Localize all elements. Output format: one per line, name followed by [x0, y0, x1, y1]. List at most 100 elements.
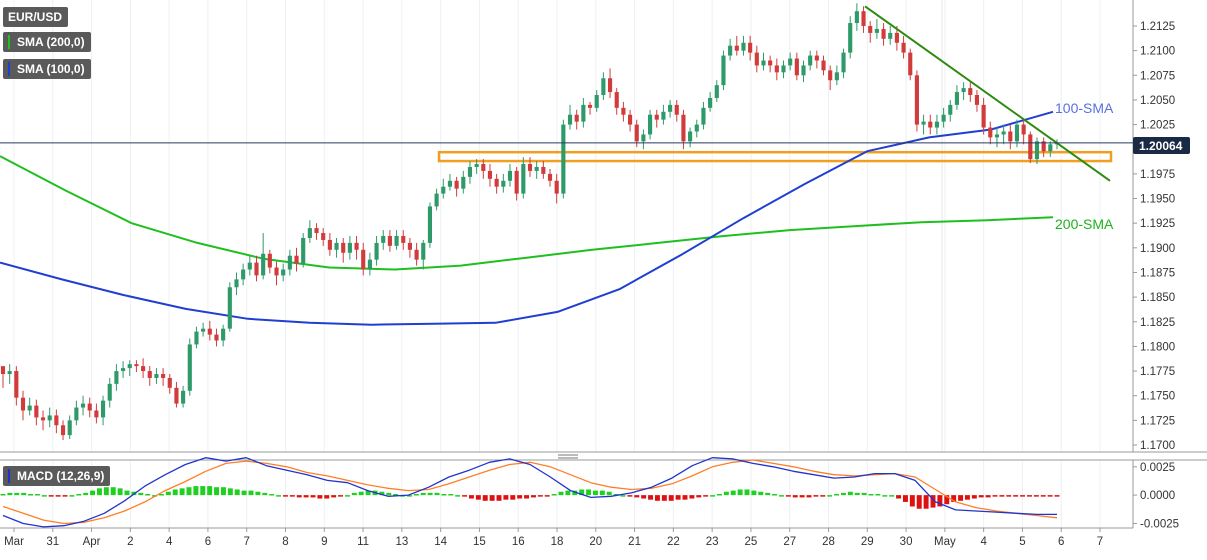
- candle-body: [761, 60, 766, 66]
- macd-histogram-bar: [420, 492, 426, 496]
- candle-body: [1014, 124, 1020, 142]
- macd-histogram-bar: [158, 494, 164, 496]
- candle-body: [601, 78, 606, 96]
- price-tick-label: 1.2075: [1140, 70, 1175, 82]
- candle-body: [834, 72, 839, 81]
- macd-histogram-bar: [124, 490, 130, 496]
- price-tick-label: 1.1875: [1140, 267, 1175, 279]
- price-y-axis: 1.21251.21001.20751.20501.20251.20001.19…: [1133, 21, 1175, 452]
- macd-histogram-bar: [1013, 495, 1019, 497]
- macd-histogram-bar: [785, 495, 791, 497]
- macd-histogram-bar: [462, 495, 468, 497]
- macd-histogram-bar: [1054, 495, 1060, 497]
- macd-histogram-bar: [641, 495, 647, 499]
- price-tick-label: 1.1800: [1140, 341, 1175, 353]
- time-tick-label: 4: [980, 536, 987, 548]
- candle-body: [361, 249, 366, 270]
- candle-body: [201, 328, 206, 332]
- candle-body: [154, 374, 159, 378]
- macd-y-axis: 0.0025 0.0000 -0.0025: [1133, 462, 1179, 530]
- candle-body: [100, 400, 106, 418]
- time-tick-label: 21: [628, 536, 641, 548]
- macd-histogram-bar: [772, 494, 778, 496]
- macd-histogram-bar: [1020, 495, 1026, 497]
- candle-body: [261, 253, 266, 276]
- macd-histogram-bar: [69, 495, 75, 497]
- macd-histogram-bar: [448, 494, 454, 496]
- macd-histogram-bar: [820, 495, 826, 497]
- macd-histogram-bar: [875, 494, 881, 496]
- pane-resize-handle[interactable]: [558, 454, 578, 459]
- candle-body: [181, 390, 186, 404]
- macd-histogram-bar: [427, 492, 433, 496]
- macd-histogram-bar: [696, 495, 702, 498]
- candle-body: [47, 415, 52, 421]
- candle-body: [914, 75, 919, 125]
- macd-histogram-bar: [338, 495, 344, 497]
- candle-body: [307, 228, 312, 238]
- candle-body: [387, 235, 392, 246]
- candle-body: [594, 95, 599, 108]
- candle-body: [34, 405, 39, 418]
- macd-histogram-bar: [110, 487, 116, 496]
- macd-histogram-bar: [834, 494, 840, 496]
- macd-histogram-bar: [1047, 495, 1053, 497]
- candle-body: [521, 164, 526, 194]
- macd-histogram-bar: [289, 495, 295, 497]
- macd-histogram-bar: [586, 489, 592, 496]
- macd-histogram-bar: [524, 495, 530, 499]
- candle-body: [1034, 141, 1040, 160]
- candle-body: [861, 11, 866, 26]
- macd-histogram-bar: [923, 495, 929, 509]
- macd-histogram-bar: [537, 495, 543, 497]
- candle-body: [394, 235, 399, 246]
- candle-body: [60, 425, 66, 436]
- candle-body: [367, 259, 372, 270]
- candle-body: [654, 114, 659, 120]
- macd-histogram-bar: [62, 495, 68, 497]
- macd-histogram-bar: [730, 490, 736, 496]
- macd-histogram-bar: [806, 495, 812, 498]
- macd-histogram-bar: [441, 494, 447, 496]
- macd-histogram-bar: [406, 495, 412, 497]
- macd-histogram-bar: [48, 495, 54, 497]
- support-zone: [437, 150, 1113, 163]
- candle-body: [507, 170, 513, 181]
- macd-histogram-bar: [138, 492, 144, 496]
- macd-histogram-bar: [241, 490, 247, 496]
- candle-body: [407, 242, 412, 250]
- candle-body: [287, 255, 292, 270]
- time-tick-label: 27: [783, 536, 796, 548]
- macd-histogram-bar: [324, 495, 330, 499]
- candle-body: [134, 364, 139, 367]
- macd-histogram-bar: [96, 488, 102, 496]
- candle-body: [567, 114, 573, 125]
- price-tick-label: 1.1725: [1140, 415, 1175, 427]
- macd-legend[interactable]: MACD (12,26,9): [3, 466, 111, 486]
- macd-histogram-bar: [723, 491, 729, 496]
- candle-body: [247, 262, 252, 270]
- symbol-label[interactable]: EUR/USD: [3, 7, 69, 27]
- macd-histogram-bar: [220, 487, 226, 496]
- candle-body: [1048, 144, 1053, 152]
- candle-body: [487, 170, 493, 179]
- candle-body: [501, 180, 506, 187]
- macd-histogram-bar: [489, 495, 495, 501]
- macd-histogram-bar: [613, 494, 619, 496]
- time-tick-label: 13: [395, 536, 408, 548]
- sma200-legend[interactable]: SMA (200,0): [3, 32, 91, 52]
- macd-histogram-bar: [620, 495, 626, 497]
- price-tick-label: 1.1900: [1140, 243, 1175, 255]
- candle-body: [941, 114, 946, 122]
- price-tick-label: 1.2100: [1140, 46, 1175, 58]
- candle-body: [434, 193, 439, 207]
- candle-body: [267, 253, 272, 268]
- candle-body: [254, 262, 259, 276]
- macd-histogram-bar: [496, 495, 502, 501]
- sma100-legend[interactable]: SMA (100,0): [3, 59, 91, 79]
- candle-body: [467, 166, 473, 177]
- candle-body: [721, 55, 726, 86]
- time-tick-label: 16: [512, 536, 525, 548]
- time-tick-label: 22: [667, 536, 680, 548]
- macd-histogram-bar: [827, 495, 833, 497]
